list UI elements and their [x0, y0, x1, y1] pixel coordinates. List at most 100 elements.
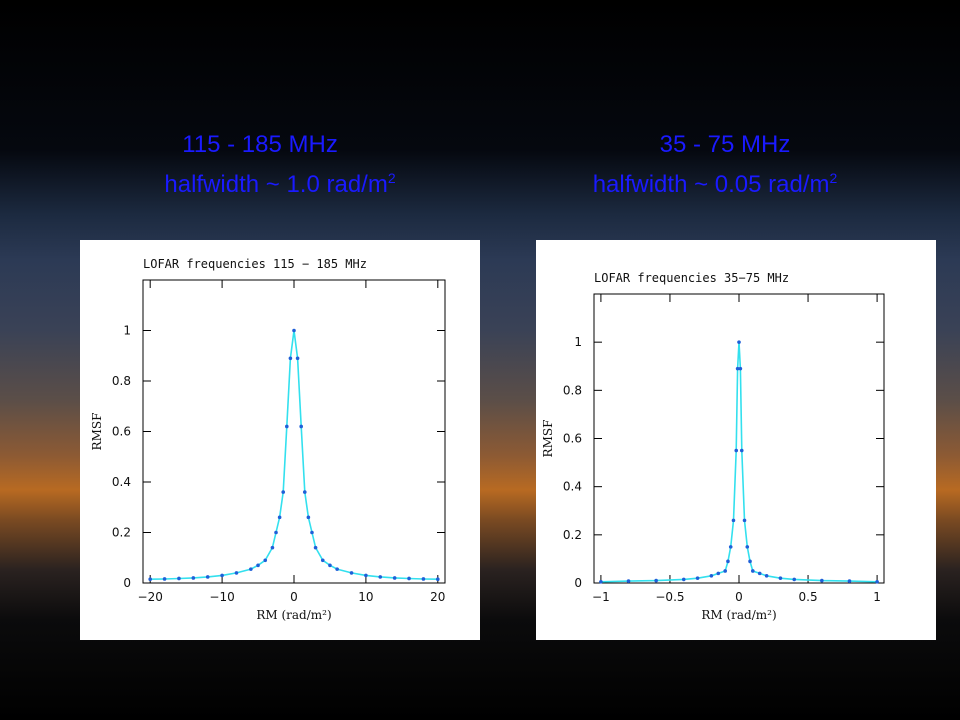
- rmsf-data-point: [792, 577, 797, 582]
- rmsf-data-point: [709, 573, 714, 578]
- right-rmsf-chart: LOFAR frequencies 35−75 MHz −1 −0.5 0 0.5 1 0 0…: [541, 271, 885, 622]
- right-halfwidth-heading: halfwidth ~ 0.05 rad/m2: [540, 171, 890, 197]
- x-tick-label: 10: [358, 590, 373, 604]
- rmsf-data-point: [737, 340, 741, 344]
- y-tick-label: 1: [574, 335, 582, 349]
- x-tick-label: 0.5: [799, 590, 818, 604]
- rmsf-data-point: [335, 567, 339, 571]
- y-tick-label: 0.8: [563, 383, 582, 397]
- y-tick-label: 0.2: [112, 526, 131, 540]
- rmsf-curve: [600, 342, 878, 583]
- rmsf-data-point: [288, 356, 293, 361]
- y-tick-label: 0: [123, 576, 131, 590]
- rmsf-data-point: [764, 573, 769, 578]
- rmsf-data-point: [748, 559, 752, 564]
- chart-title: LOFAR frequencies 115 − 185 MHz: [143, 257, 367, 271]
- rmsf-data-point: [742, 518, 747, 523]
- rmsf-data-point: [751, 569, 755, 573]
- x-axis-label: RM (rad/m²): [701, 608, 776, 622]
- rmsf-data-point: [731, 518, 736, 523]
- rmsf-data-point: [320, 558, 325, 563]
- plot-frame: [593, 293, 885, 584]
- left-chart-panel: LOFAR frequencies 115 − 185 MHz −20 −10 0 10…: [80, 240, 480, 640]
- rmsf-data-point: [277, 515, 282, 520]
- rmsf-data-point: [281, 490, 286, 494]
- rmsf-data-point: [148, 577, 152, 582]
- y-tick-label: 0.6: [112, 425, 131, 439]
- rmsf-data-point: [407, 576, 411, 581]
- y-axis-label: RMSF: [90, 413, 104, 451]
- rmsf-curve: [150, 330, 438, 580]
- rmsf-data-point: [739, 448, 744, 453]
- y-tick-label: 0.8: [112, 374, 131, 388]
- rmsf-data-point: [392, 576, 397, 580]
- rmsf-data-point: [820, 578, 824, 583]
- rmsf-data-point: [723, 569, 727, 573]
- rmsf-data-point: [421, 577, 426, 581]
- rmsf-data-point: [745, 545, 750, 549]
- right-halfwidth-superscript: 2: [829, 170, 838, 186]
- rmsf-data-point: [191, 576, 196, 580]
- rmsf-data-point: [306, 515, 311, 520]
- y-tick-label: 0.2: [563, 528, 582, 542]
- x-tick-label: 1: [873, 590, 881, 604]
- rmsf-data-point: [313, 545, 318, 550]
- rmsf-data-point: [778, 576, 783, 580]
- rmsf-data-point: [695, 576, 700, 580]
- rmsf-data-point: [681, 577, 686, 582]
- rmsf-data-point: [220, 573, 224, 578]
- rmsf-data-point: [349, 571, 354, 575]
- rmsf-data-point: [162, 577, 167, 581]
- rmsf-data-point: [875, 579, 879, 584]
- plot-frame: [142, 279, 446, 584]
- y-tick-label: 1: [123, 324, 131, 338]
- x-tick-label: 0: [735, 590, 743, 604]
- left-halfwidth-superscript: 2: [387, 170, 396, 186]
- x-tick-label: −10: [209, 590, 234, 604]
- rmsf-data-point: [738, 366, 743, 371]
- rmsf-data-point: [249, 567, 253, 571]
- left-halfwidth-heading: halfwidth ~ 1.0 rad/m2: [110, 171, 450, 197]
- left-rmsf-chart: LOFAR frequencies 115 − 185 MHz−20 −10 0 10…: [90, 257, 446, 622]
- rmsf-data-point: [292, 328, 296, 333]
- left-halfwidth-text: halfwidth ~ 1.0 rad/m: [164, 171, 388, 198]
- rmsf-data-point: [599, 579, 603, 584]
- right-frequency-heading: 35 - 75 MHz: [659, 131, 791, 158]
- chart-title: LOFAR frequencies 35−75 MHz: [594, 271, 789, 285]
- x-tick-label: 0: [290, 590, 298, 604]
- rmsf-data-point: [757, 571, 762, 576]
- x-tick-label: −1: [592, 590, 610, 604]
- y-tick-label: 0.4: [563, 480, 582, 494]
- y-tick-label: 0: [574, 576, 582, 590]
- rmsf-data-point: [626, 579, 631, 583]
- rmsf-data-point: [436, 577, 440, 582]
- x-tick-label: 20: [430, 590, 445, 604]
- rmsf-data-point: [847, 579, 852, 583]
- rmsf-data-point: [735, 366, 740, 371]
- left-frequency-heading: 115 - 185 MHz: [182, 131, 338, 158]
- y-tick-label: 0.6: [563, 432, 582, 446]
- y-axis-label: RMSF: [541, 420, 555, 458]
- rmsf-data-point: [256, 563, 260, 568]
- rmsf-data-point: [310, 530, 314, 535]
- rmsf-data-point: [716, 571, 721, 576]
- rmsf-data-point: [263, 558, 268, 563]
- rmsf-data-point: [299, 424, 303, 429]
- right-chart-panel: LOFAR frequencies 35−75 MHz −1 −0.5 0 0.5 1 0 0…: [536, 240, 936, 640]
- rmsf-data-point: [285, 424, 289, 429]
- rmsf-data-point: [734, 448, 739, 453]
- rmsf-data-point: [302, 490, 307, 494]
- rmsf-data-point: [205, 575, 210, 579]
- x-axis-label: RM (rad/m²): [256, 608, 331, 622]
- right-halfwidth-text: halfwidth ~ 0.05 rad/m: [592, 171, 830, 198]
- rmsf-data-point: [654, 578, 658, 583]
- rmsf-data-point: [270, 545, 275, 550]
- y-tick-label: 0.4: [112, 475, 131, 489]
- rmsf-data-point: [177, 576, 181, 581]
- rmsf-data-point: [726, 559, 730, 564]
- rmsf-data-point: [234, 571, 239, 575]
- rmsf-data-point: [364, 573, 368, 578]
- rmsf-data-point: [728, 545, 733, 549]
- rmsf-data-point: [295, 356, 300, 361]
- rmsf-data-point: [274, 530, 278, 535]
